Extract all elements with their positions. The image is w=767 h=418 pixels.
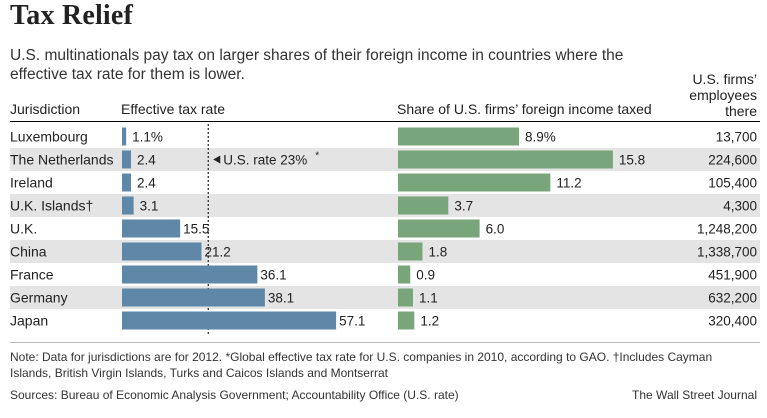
share-bar	[398, 288, 413, 307]
rate-value-label: 57.1	[339, 314, 365, 329]
rate-bar	[122, 196, 134, 215]
share-value-label: 0.9	[416, 268, 435, 283]
category-label: Germany	[10, 290, 68, 306]
share-bar	[398, 173, 551, 192]
category-label: China	[10, 244, 47, 260]
share-value-label: 1.2	[420, 314, 439, 329]
category-label: France	[10, 267, 54, 283]
category-label: Ireland	[10, 175, 53, 191]
us-rate-footnote-mark: *	[315, 151, 319, 162]
rate-value-label: 2.4	[137, 153, 156, 168]
share-bar	[398, 242, 423, 261]
rate-bar	[122, 311, 337, 330]
share-bar	[398, 196, 449, 215]
share-bar	[398, 127, 520, 146]
rate-value-label: 2.4	[137, 176, 156, 191]
rate-bar	[122, 173, 131, 192]
share-header: Share of U.S. firms’ foreign income taxe…	[397, 101, 652, 117]
rate-bar	[122, 288, 265, 307]
header-rule	[10, 121, 760, 122]
rate-bar	[122, 150, 131, 169]
footnote: Note: Data for jurisdictions are for 201…	[10, 350, 713, 380]
publisher-credit: The Wall Street Journal	[632, 388, 757, 402]
employees-value: 13,700	[716, 130, 757, 145]
rate-bar	[122, 219, 181, 238]
share-bar	[398, 311, 415, 330]
rate-value-label: 1.1%	[132, 130, 163, 145]
chart-subtitle: U.S. multinationals pay tax on larger sh…	[10, 47, 624, 83]
employees-value: 451,900	[708, 268, 757, 283]
employees-value: 224,600	[708, 153, 757, 168]
us-rate-pointer-icon	[213, 155, 221, 164]
us-rate-label: U.S. rate 23%	[223, 153, 307, 168]
share-value-label: 1.1	[419, 291, 438, 306]
footer-rule	[10, 342, 760, 343]
employees-value: 105,400	[708, 176, 757, 191]
rate-value-label: 38.1	[268, 291, 294, 306]
rate-value-label: 21.2	[205, 245, 231, 260]
category-label: Japan	[10, 313, 48, 329]
rate-bar	[122, 127, 127, 146]
share-value-label: 3.7	[454, 199, 473, 214]
share-bar	[398, 150, 613, 169]
share-value-label: 8.9%	[525, 130, 556, 145]
sources-note: Sources: Bureau of Economic Analysis Gov…	[10, 388, 459, 402]
rate-value-label: 15.5	[183, 222, 209, 237]
category-label: U.K.	[10, 221, 37, 237]
rate-value-label: 3.1	[140, 199, 159, 214]
share-bar	[398, 265, 411, 284]
employees-value: 320,400	[708, 314, 757, 329]
rate-bar	[122, 265, 258, 284]
category-label: The Netherlands	[10, 152, 114, 168]
employees-value: 1,248,200	[697, 222, 757, 237]
employees-value: 1,338,700	[697, 245, 757, 260]
rate-bar	[122, 242, 202, 261]
share-value-label: 15.8	[619, 153, 645, 168]
row-band	[10, 194, 760, 217]
share-bar	[398, 219, 480, 238]
rate-value-label: 36.1	[260, 268, 286, 283]
employees-header: U.S. firms’ employees there	[645, 71, 757, 119]
share-value-label: 6.0	[486, 222, 505, 237]
tax-relief-chart: Luxembourg 1.1% 8.9% 13,700 The Netherlands 2…	[10, 124, 760, 334]
employees-header-line1: U.S. firms’	[692, 71, 757, 87]
jurisdiction-header: Jurisdiction	[10, 101, 81, 117]
employees-value: 632,200	[708, 291, 757, 306]
employees-header-line3: there	[725, 103, 757, 119]
share-value-label: 11.2	[556, 176, 581, 191]
category-label: U.K. Islands†	[10, 198, 93, 214]
employees-value: 4,300	[723, 199, 757, 214]
rate-header: Effective tax rate	[121, 101, 226, 117]
employees-header-line2: employees	[689, 87, 757, 103]
category-label: Luxembourg	[10, 129, 88, 145]
share-value-label: 1.8	[428, 245, 447, 260]
chart-title: Tax Relief	[10, 0, 134, 31]
